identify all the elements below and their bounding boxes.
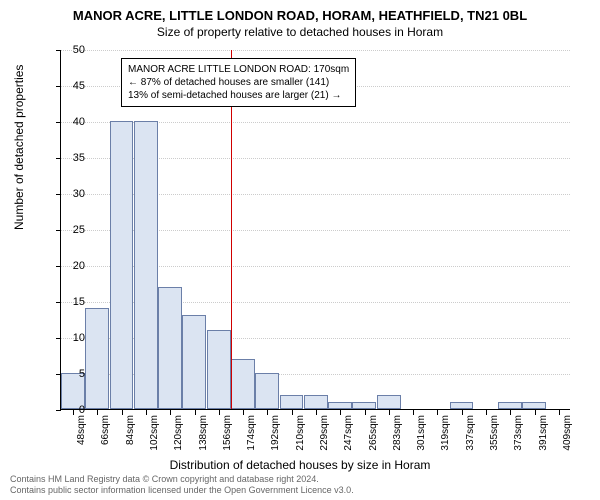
x-tick-mark xyxy=(243,410,244,415)
grid-line xyxy=(61,50,570,51)
x-tick-label: 192sqm xyxy=(270,415,281,451)
title-main: MANOR ACRE, LITTLE LONDON ROAD, HORAM, H… xyxy=(0,0,600,23)
histogram-bar xyxy=(207,330,231,409)
x-tick-label: 355sqm xyxy=(489,415,500,451)
x-tick-mark xyxy=(97,410,98,415)
x-tick-mark xyxy=(462,410,463,415)
y-tick-label: 50 xyxy=(55,44,85,56)
annotation-line: 13% of semi-detached houses are larger (… xyxy=(128,89,349,102)
y-tick-label: 0 xyxy=(55,404,85,416)
y-tick-label: 40 xyxy=(55,116,85,128)
annotation-box: MANOR ACRE LITTLE LONDON ROAD: 170sqm← 8… xyxy=(121,58,356,107)
annotation-line: MANOR ACRE LITTLE LONDON ROAD: 170sqm xyxy=(128,63,349,76)
title-sub: Size of property relative to detached ho… xyxy=(0,23,600,39)
histogram-bar xyxy=(304,395,328,409)
footer-line-1: Contains HM Land Registry data © Crown c… xyxy=(10,474,354,485)
x-tick-mark xyxy=(389,410,390,415)
x-tick-label: 229sqm xyxy=(319,415,330,451)
x-tick-label: 247sqm xyxy=(343,415,354,451)
y-tick-label: 25 xyxy=(55,224,85,236)
x-tick-label: 120sqm xyxy=(173,415,184,451)
x-tick-label: 319sqm xyxy=(440,415,451,451)
y-tick-label: 45 xyxy=(55,80,85,92)
y-tick-label: 10 xyxy=(55,332,85,344)
x-tick-mark xyxy=(292,410,293,415)
x-tick-mark xyxy=(437,410,438,415)
x-tick-mark xyxy=(413,410,414,415)
x-tick-label: 156sqm xyxy=(222,415,233,451)
x-tick-mark xyxy=(486,410,487,415)
x-tick-mark xyxy=(559,410,560,415)
x-tick-label: 301sqm xyxy=(416,415,427,451)
x-tick-label: 409sqm xyxy=(562,415,573,451)
x-tick-mark xyxy=(146,410,147,415)
annotation-line: ← 87% of detached houses are smaller (14… xyxy=(128,76,349,89)
y-axis-label: Number of detached properties xyxy=(12,65,26,230)
x-tick-mark xyxy=(219,410,220,415)
histogram-bar xyxy=(255,373,279,409)
histogram-bar xyxy=(352,402,376,409)
x-tick-label: 138sqm xyxy=(198,415,209,451)
chart-area: 48sqm66sqm84sqm102sqm120sqm138sqm156sqm1… xyxy=(60,50,570,410)
y-tick-label: 20 xyxy=(55,260,85,272)
histogram-bar xyxy=(522,402,546,409)
y-tick-label: 5 xyxy=(55,368,85,380)
x-tick-mark xyxy=(267,410,268,415)
histogram-plot: 48sqm66sqm84sqm102sqm120sqm138sqm156sqm1… xyxy=(60,50,570,410)
x-tick-label: 102sqm xyxy=(149,415,160,451)
histogram-bar xyxy=(85,308,109,409)
x-tick-mark xyxy=(510,410,511,415)
x-tick-label: 373sqm xyxy=(513,415,524,451)
x-tick-label: 48sqm xyxy=(76,415,87,445)
x-tick-mark xyxy=(340,410,341,415)
histogram-bar xyxy=(328,402,352,409)
y-tick-label: 15 xyxy=(55,296,85,308)
histogram-bar xyxy=(280,395,304,409)
y-tick-label: 35 xyxy=(55,152,85,164)
histogram-bar xyxy=(231,359,255,409)
x-axis-label: Distribution of detached houses by size … xyxy=(0,458,600,472)
x-tick-mark xyxy=(170,410,171,415)
x-tick-mark xyxy=(535,410,536,415)
x-tick-mark xyxy=(316,410,317,415)
x-tick-mark xyxy=(365,410,366,415)
histogram-bar xyxy=(134,121,158,409)
x-tick-label: 84sqm xyxy=(125,415,136,445)
x-tick-mark xyxy=(122,410,123,415)
histogram-bar xyxy=(498,402,522,409)
footer-line-2: Contains public sector information licen… xyxy=(10,485,354,496)
histogram-bar xyxy=(182,315,206,409)
x-tick-label: 337sqm xyxy=(465,415,476,451)
x-tick-label: 210sqm xyxy=(295,415,306,451)
x-tick-label: 66sqm xyxy=(100,415,111,445)
y-tick-label: 30 xyxy=(55,188,85,200)
histogram-bar xyxy=(377,395,401,409)
footer-attribution: Contains HM Land Registry data © Crown c… xyxy=(10,474,354,496)
x-tick-label: 283sqm xyxy=(392,415,403,451)
histogram-bar xyxy=(450,402,474,409)
x-tick-label: 265sqm xyxy=(368,415,379,451)
x-tick-label: 174sqm xyxy=(246,415,257,451)
histogram-bar xyxy=(158,287,182,409)
histogram-bar xyxy=(110,121,134,409)
x-tick-label: 391sqm xyxy=(538,415,549,451)
x-tick-mark xyxy=(195,410,196,415)
